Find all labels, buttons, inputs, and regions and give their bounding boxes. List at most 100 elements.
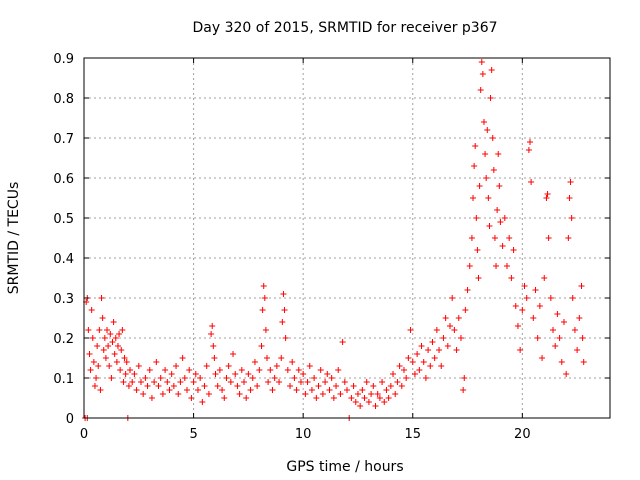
data-point [328, 375, 335, 381]
data-point [293, 387, 300, 393]
data-point [240, 379, 247, 385]
data-point [243, 395, 250, 401]
data-point [221, 395, 228, 401]
data-point [527, 139, 534, 145]
data-point [146, 367, 153, 373]
data-point [370, 383, 377, 389]
data-point [460, 387, 467, 393]
data-point [245, 371, 252, 377]
data-point [173, 363, 180, 369]
data-point [259, 307, 266, 313]
data-point [385, 395, 392, 401]
data-point [451, 327, 458, 333]
data-point [227, 379, 234, 385]
data-point [474, 247, 481, 253]
data-point [530, 315, 537, 321]
data-point [148, 395, 155, 401]
data-point [181, 375, 188, 381]
data-point [113, 359, 120, 365]
data-point [569, 295, 576, 301]
x-tick-label: 15 [404, 427, 421, 442]
data-point [545, 235, 552, 241]
data-point [387, 383, 394, 389]
data-point [232, 371, 239, 377]
data-point [192, 371, 199, 377]
data-point [216, 367, 223, 373]
data-point [556, 335, 563, 341]
data-point [175, 391, 182, 397]
data-point [517, 347, 524, 353]
data-point [472, 143, 479, 149]
data-point [578, 283, 585, 289]
data-point [510, 247, 517, 253]
data-point [234, 383, 241, 389]
data-point [429, 339, 436, 345]
data-point [225, 363, 232, 369]
data-point [357, 403, 364, 409]
grid-lines [84, 57, 610, 418]
data-point [534, 335, 541, 341]
data-point [297, 379, 304, 385]
data-point [308, 387, 315, 393]
data-point [407, 327, 414, 333]
data-point [416, 367, 423, 373]
data-point [466, 263, 473, 269]
data-point [427, 363, 434, 369]
data-point [431, 355, 438, 361]
data-point [567, 179, 574, 185]
data-point [101, 335, 108, 341]
data-point [90, 359, 97, 365]
data-point [95, 363, 102, 369]
data-point [179, 355, 186, 361]
data-point [315, 383, 322, 389]
data-point [166, 387, 173, 393]
data-point [238, 367, 245, 373]
data-point [304, 379, 311, 385]
data-point [350, 383, 357, 389]
data-point [420, 359, 427, 365]
y-tick-label: 0.8 [53, 92, 74, 107]
data-point [565, 235, 572, 241]
data-point [119, 327, 126, 333]
data-point [483, 175, 490, 181]
plot-frame [83, 57, 611, 419]
data-point [560, 319, 567, 325]
data-point [129, 379, 136, 385]
data-point [532, 287, 539, 293]
data-point [543, 195, 550, 201]
data-point [409, 359, 416, 365]
data-point [433, 327, 440, 333]
data-point [403, 375, 410, 381]
data-point [476, 183, 483, 189]
data-point [405, 355, 412, 361]
data-point [489, 135, 496, 141]
data-point [140, 391, 147, 397]
data-point [501, 215, 508, 221]
data-point [319, 391, 326, 397]
data-point [580, 359, 587, 365]
data-point [110, 319, 117, 325]
data-point [521, 283, 528, 289]
data-point [525, 147, 532, 153]
data-point [372, 403, 379, 409]
data-point [444, 343, 451, 349]
x-axis-label: GPS time / hours [286, 459, 403, 475]
data-point [414, 351, 421, 357]
data-point [212, 371, 219, 377]
data-point [494, 207, 501, 213]
data-point [131, 371, 138, 377]
data-point [317, 367, 324, 373]
data-point [495, 151, 502, 157]
data-point [491, 235, 498, 241]
data-point [118, 347, 125, 353]
data-point [289, 359, 296, 365]
data-point [194, 387, 201, 393]
data-point [144, 383, 151, 389]
data-point [88, 307, 95, 313]
data-point [107, 331, 114, 337]
data-point [455, 315, 462, 321]
data-point [159, 391, 166, 397]
data-point [211, 355, 218, 361]
data-point [503, 263, 510, 269]
data-point [554, 311, 561, 317]
